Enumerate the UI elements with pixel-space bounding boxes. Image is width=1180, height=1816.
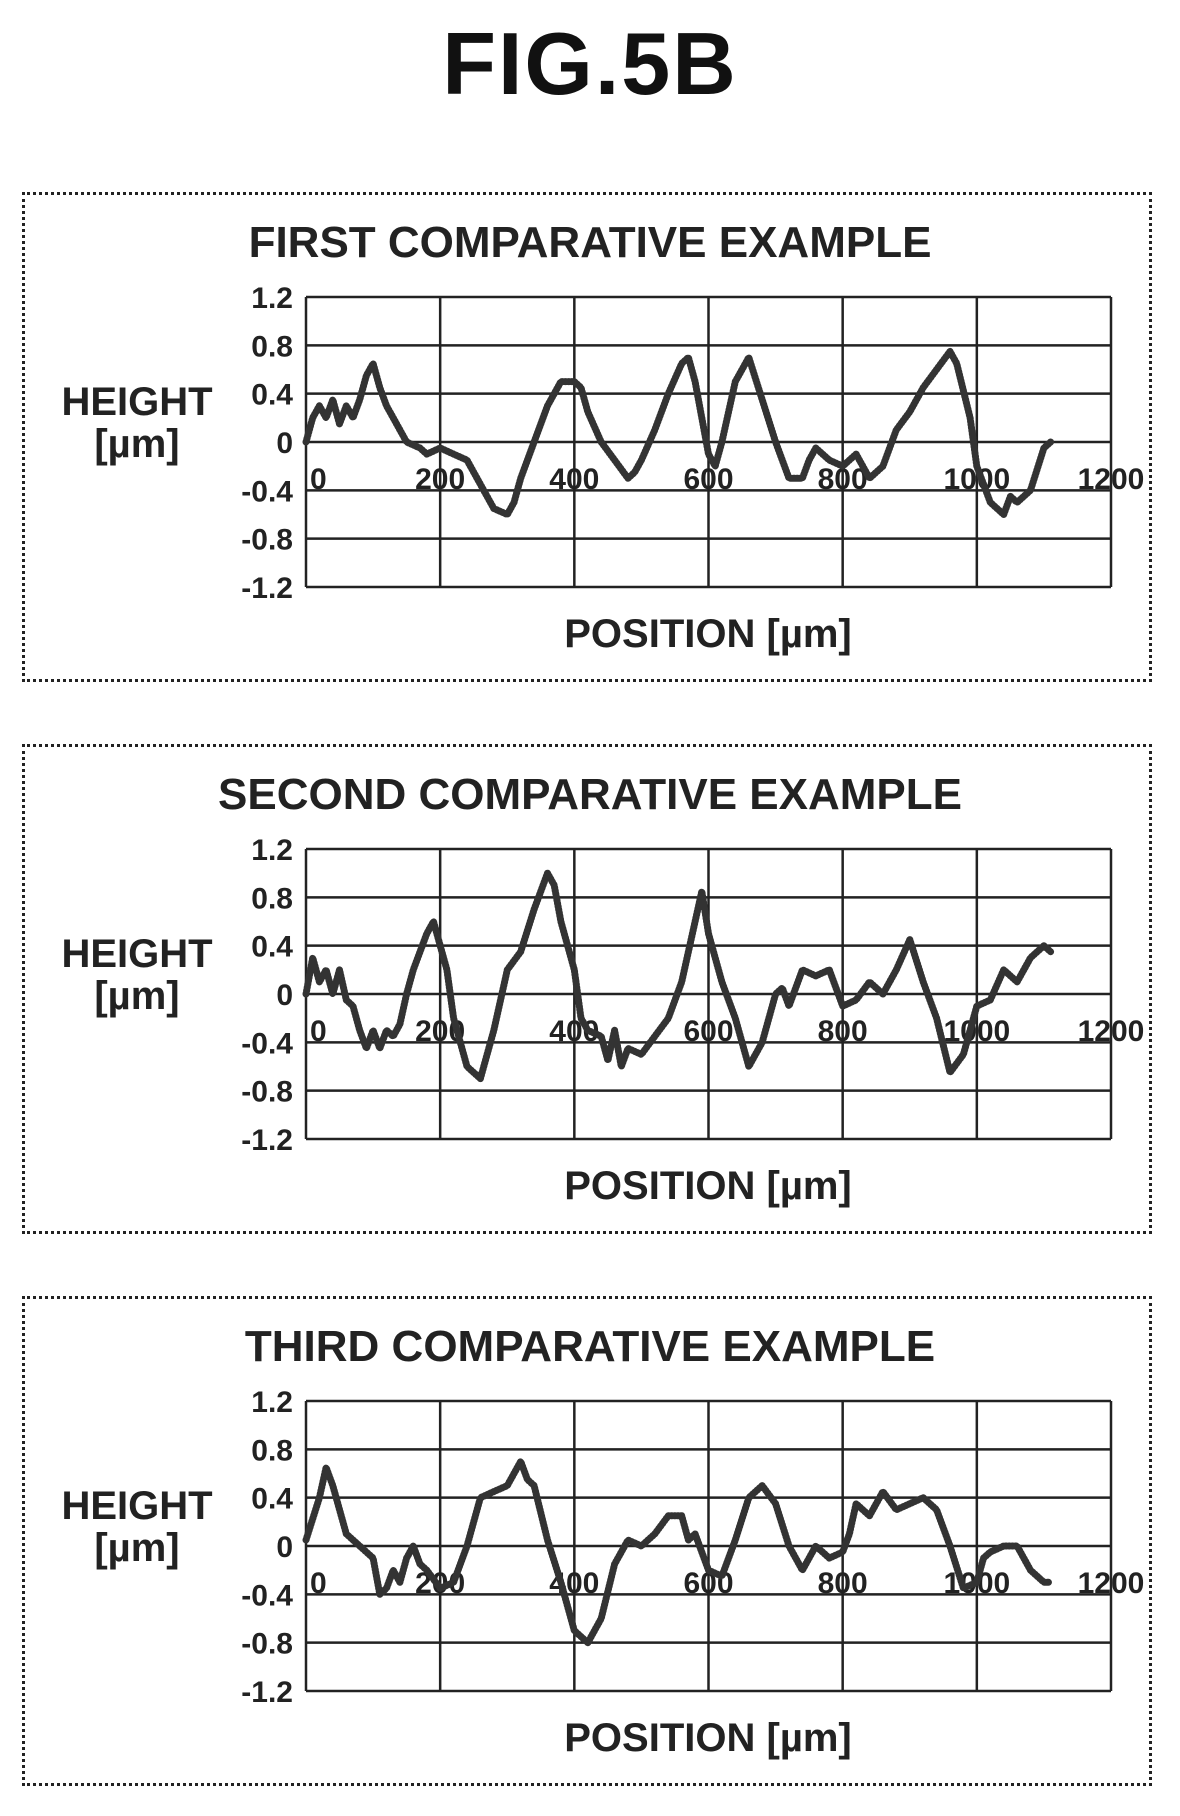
y-tick-label: -1.2 — [241, 1676, 293, 1709]
y-tick-label: 1.2 — [251, 1386, 293, 1419]
x-tick-label: 800 — [818, 1567, 868, 1600]
y-tick-label: 0.8 — [251, 882, 293, 915]
y-tick-label: 0.8 — [251, 1434, 293, 1467]
y-tick-label: -0.8 — [241, 524, 293, 557]
x-tick-label: 0 — [310, 1567, 327, 1600]
y-tick-label: 0.8 — [251, 330, 293, 363]
x-tick-label: 0 — [310, 463, 327, 496]
y-tick-label: -1.2 — [241, 1124, 293, 1157]
y-tick-label: -0.8 — [241, 1076, 293, 1109]
y-tick-label: 0.4 — [251, 379, 293, 412]
y-tick-label: 0.4 — [251, 931, 293, 964]
x-axis-label: POSITION [µm] — [564, 1716, 852, 1760]
x-tick-label: 1000 — [943, 1015, 1010, 1048]
y-tick-label: -0.8 — [241, 1628, 293, 1661]
y-axis-label: HEIGHT — [61, 380, 212, 424]
x-tick-label: 1200 — [1078, 463, 1145, 496]
x-tick-label: 800 — [818, 1015, 868, 1048]
x-axis-label: POSITION [µm] — [564, 1164, 852, 1208]
chart-svg: FIRST COMPARATIVE EXAMPLE HEIGHT[µm] POSIT… — [61, 218, 1145, 656]
y-tick-label: 1.2 — [251, 834, 293, 867]
chart-svg: THIRD COMPARATIVE EXAMPLE HEIGHT[µm] POSIT… — [61, 1322, 1145, 1760]
y-axis-label: HEIGHT — [61, 1484, 212, 1528]
x-tick-label: 0 — [310, 1015, 327, 1048]
y-tick-label: 1.2 — [251, 282, 293, 315]
chart-title: FIRST COMPARATIVE EXAMPLE — [249, 218, 932, 267]
x-tick-label: 600 — [683, 1015, 733, 1048]
figure-title: FIG.5B — [442, 14, 738, 113]
chart-panel-second: SECOND COMPARATIVE EXAMPLE HEIGHT [µm] POSI… — [22, 744, 1152, 1234]
y-tick-label: -1.2 — [241, 572, 293, 605]
chart-panel-third: THIRD COMPARATIVE EXAMPLE HEIGHT [µm] POSIT… — [22, 1296, 1152, 1786]
x-tick-label: 400 — [549, 463, 599, 496]
y-axis-label-unit: [µm] — [94, 422, 179, 466]
chart-title: SECOND COMPARATIVE EXAMPLE — [218, 770, 962, 819]
series-line — [302, 347, 1055, 518]
y-tick-label: 0 — [276, 979, 293, 1012]
y-axis-label-unit: [µm] — [94, 1526, 179, 1570]
y-tick-label: 0 — [276, 1531, 293, 1564]
y-tick-label: -0.4 — [241, 1579, 293, 1612]
x-axis-label: POSITION [µm] — [564, 612, 852, 656]
y-axis-label: HEIGHT — [61, 932, 212, 976]
y-tick-label: 0 — [276, 427, 293, 460]
x-tick-label: 600 — [683, 463, 733, 496]
x-tick-label: 1200 — [1078, 1567, 1145, 1600]
chart-svg: SECOND COMPARATIVE EXAMPLE HEIGHT[µm] POSI… — [61, 770, 1145, 1208]
chart-title: THIRD COMPARATIVE EXAMPLE — [245, 1322, 935, 1371]
series-line — [302, 869, 1055, 1083]
y-tick-label: -0.4 — [241, 1027, 293, 1060]
x-tick-label: 1200 — [1078, 1015, 1145, 1048]
x-tick-label: 200 — [415, 463, 465, 496]
chart-panel-first: FIRST COMPARATIVE EXAMPLE HEIGHT [µm] POSIT… — [22, 192, 1152, 682]
y-axis-label-unit: [µm] — [94, 974, 179, 1018]
y-tick-label: 0.4 — [251, 1483, 293, 1516]
series-line — [302, 1457, 1055, 1647]
y-tick-label: -0.4 — [241, 475, 293, 508]
